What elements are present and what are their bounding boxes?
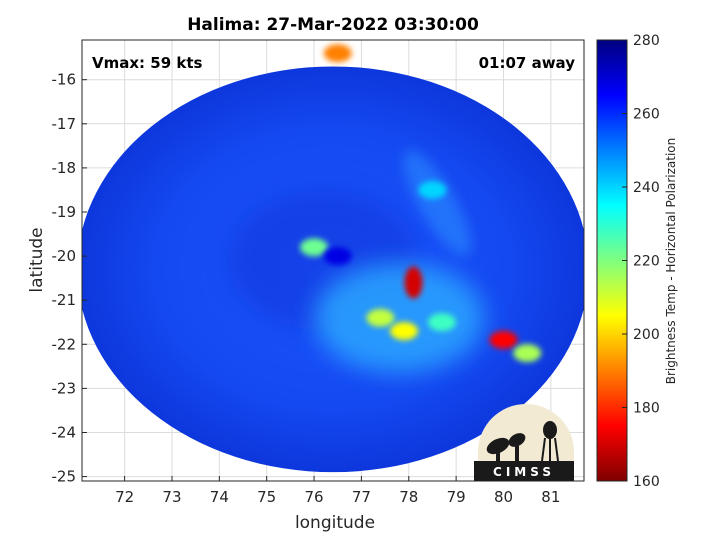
swath-layer [82,66,584,473]
y-tick-label: -20 [52,247,77,265]
colorbar-tick-label: 240 [633,180,660,196]
colorbar-tick-label: 180 [633,401,660,417]
x-tick-label: 78 [399,488,418,506]
feature-cell [323,247,352,266]
y-tick-label: -19 [52,203,77,221]
y-axis-label: latitude [27,227,47,292]
colorbar-ticks: 160 180 200 220 240 260 280 [622,33,660,490]
y-tick-label: -25 [52,468,77,486]
feature-layer [300,44,542,363]
chart-title: Halima: 27-Mar-2022 03:30:00 [187,15,479,35]
cimss-logo: CIMSS [474,404,574,481]
y-tick-label: -18 [52,159,77,177]
y-tick-label: -24 [52,423,77,441]
y-tick-label: -17 [52,115,77,133]
x-tick-label: 73 [162,488,181,506]
x-axis-label: longitude [295,513,375,533]
x-tick-label: 80 [494,488,513,506]
feature-cell [300,238,329,257]
logo-text: CIMSS [493,465,555,479]
x-tick-label: 77 [352,488,371,506]
y-axis: -16 -17 -18 -19 -20 -21 -22 -23 -24 -25 [52,71,87,486]
feature-cell [390,322,419,341]
x-tick-label: 72 [115,488,134,506]
vmax-annotation: Vmax: 59 kts [92,54,202,72]
x-tick-label: 79 [447,488,466,506]
colorbar-tick-label: 280 [633,33,660,49]
feature-cell [366,308,395,327]
feature-cell [513,344,542,363]
x-tick-label: 75 [257,488,276,506]
feature-cell [418,180,447,199]
feature-cell [489,330,518,349]
x-tick-label: 81 [541,488,560,506]
plot-frame [81,39,585,482]
x-tick-label: 76 [305,488,324,506]
colorbar-tick-label: 160 [633,474,660,490]
feature-cell [404,266,423,299]
y-tick-label: -21 [52,291,77,309]
colorbar-label: Brightness Temp - Horizontal Polarizatio… [664,138,678,385]
colorbar-tick-label: 220 [633,254,660,270]
colorbar-tick-label: 200 [633,327,660,343]
warm-band [314,262,485,373]
colorbar-tick-label: 260 [633,107,660,123]
feature-cell [323,44,352,63]
feature-cell [427,313,456,332]
y-tick-label: -22 [52,335,77,353]
time-offset-annotation: 01:07 away [479,54,576,72]
rain-band [403,150,471,256]
y-tick-label: -16 [52,71,77,89]
x-axis: 72 73 74 75 76 77 78 79 80 81 [115,476,560,506]
y-tick-label: -23 [52,379,77,397]
x-tick-label: 74 [210,488,229,506]
